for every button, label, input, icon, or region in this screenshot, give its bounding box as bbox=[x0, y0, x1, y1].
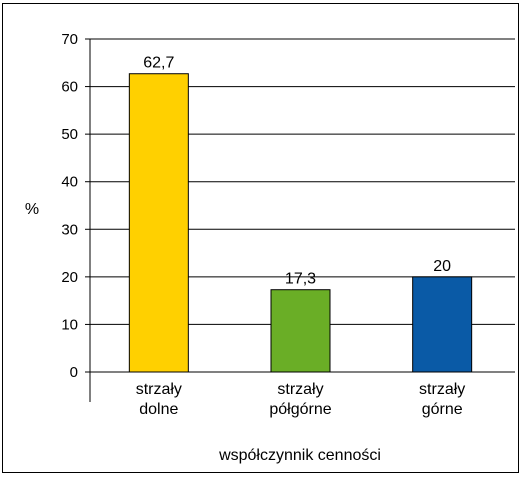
bar-value-label: 62,7 bbox=[143, 55, 174, 72]
bar bbox=[270, 289, 331, 373]
x-axis-label: współczynnik cenności bbox=[218, 447, 381, 464]
x-tick-label: strzały bbox=[277, 381, 323, 398]
y-tick-label: 50 bbox=[61, 126, 78, 143]
y-tick-labels: 0 10 20 30 40 50 60 70 bbox=[61, 31, 78, 381]
y-tick-label: 60 bbox=[61, 79, 78, 96]
value-labels: 62,7 17,3 20 bbox=[143, 55, 451, 288]
y-tick-label: 40 bbox=[61, 174, 78, 191]
x-tick-label: strzały bbox=[136, 381, 182, 398]
x-tick-label: półgórne bbox=[269, 401, 331, 418]
y-tick-label: 10 bbox=[61, 316, 78, 333]
y-tick-label: 70 bbox=[61, 31, 78, 48]
chart-frame: 0 10 20 30 40 50 60 70 62,7 17,3 20 strzały dolne s… bbox=[2, 3, 519, 473]
bar-value-label: 17,3 bbox=[285, 271, 316, 288]
y-tick-label: 20 bbox=[61, 269, 78, 286]
x-tick-label: strzały bbox=[419, 381, 465, 398]
bars bbox=[128, 73, 473, 373]
y-tick-label: 0 bbox=[70, 364, 78, 381]
x-tick-label: dolne bbox=[139, 401, 178, 418]
x-tick-labels: strzały dolne strzały półgórne strzały górne bbox=[136, 381, 466, 418]
x-tick-label: górne bbox=[422, 401, 463, 418]
bar bbox=[128, 73, 189, 373]
bar-value-label: 20 bbox=[433, 258, 451, 275]
y-axis-label: % bbox=[25, 201, 39, 218]
y-tick-label: 30 bbox=[61, 221, 78, 238]
bar bbox=[412, 276, 473, 373]
